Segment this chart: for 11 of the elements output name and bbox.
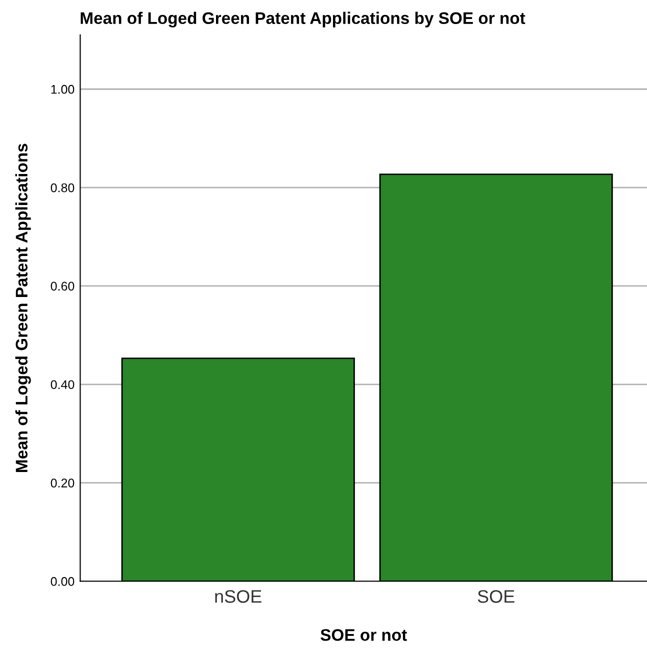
y-tick-label: 0.00	[50, 577, 74, 586]
y-axis-title: Mean of Loged Green Patent Applications	[15, 144, 31, 472]
chart-title: Mean of Loged Green Patent Applications by SOE or not	[80, 12, 526, 28]
y-tick-label: 0.60	[50, 282, 74, 291]
y-tick-label: 0.80	[50, 183, 74, 192]
y-tick-label: 1.00	[51, 84, 74, 94]
y-tick-label: 0.40	[50, 380, 74, 390]
x-tick-label: nSOE	[215, 590, 262, 603]
x-tick-label: SOE	[478, 590, 514, 603]
x-axis-title: SOE or not	[320, 629, 407, 641]
y-tick-label: 0.20	[50, 478, 74, 488]
